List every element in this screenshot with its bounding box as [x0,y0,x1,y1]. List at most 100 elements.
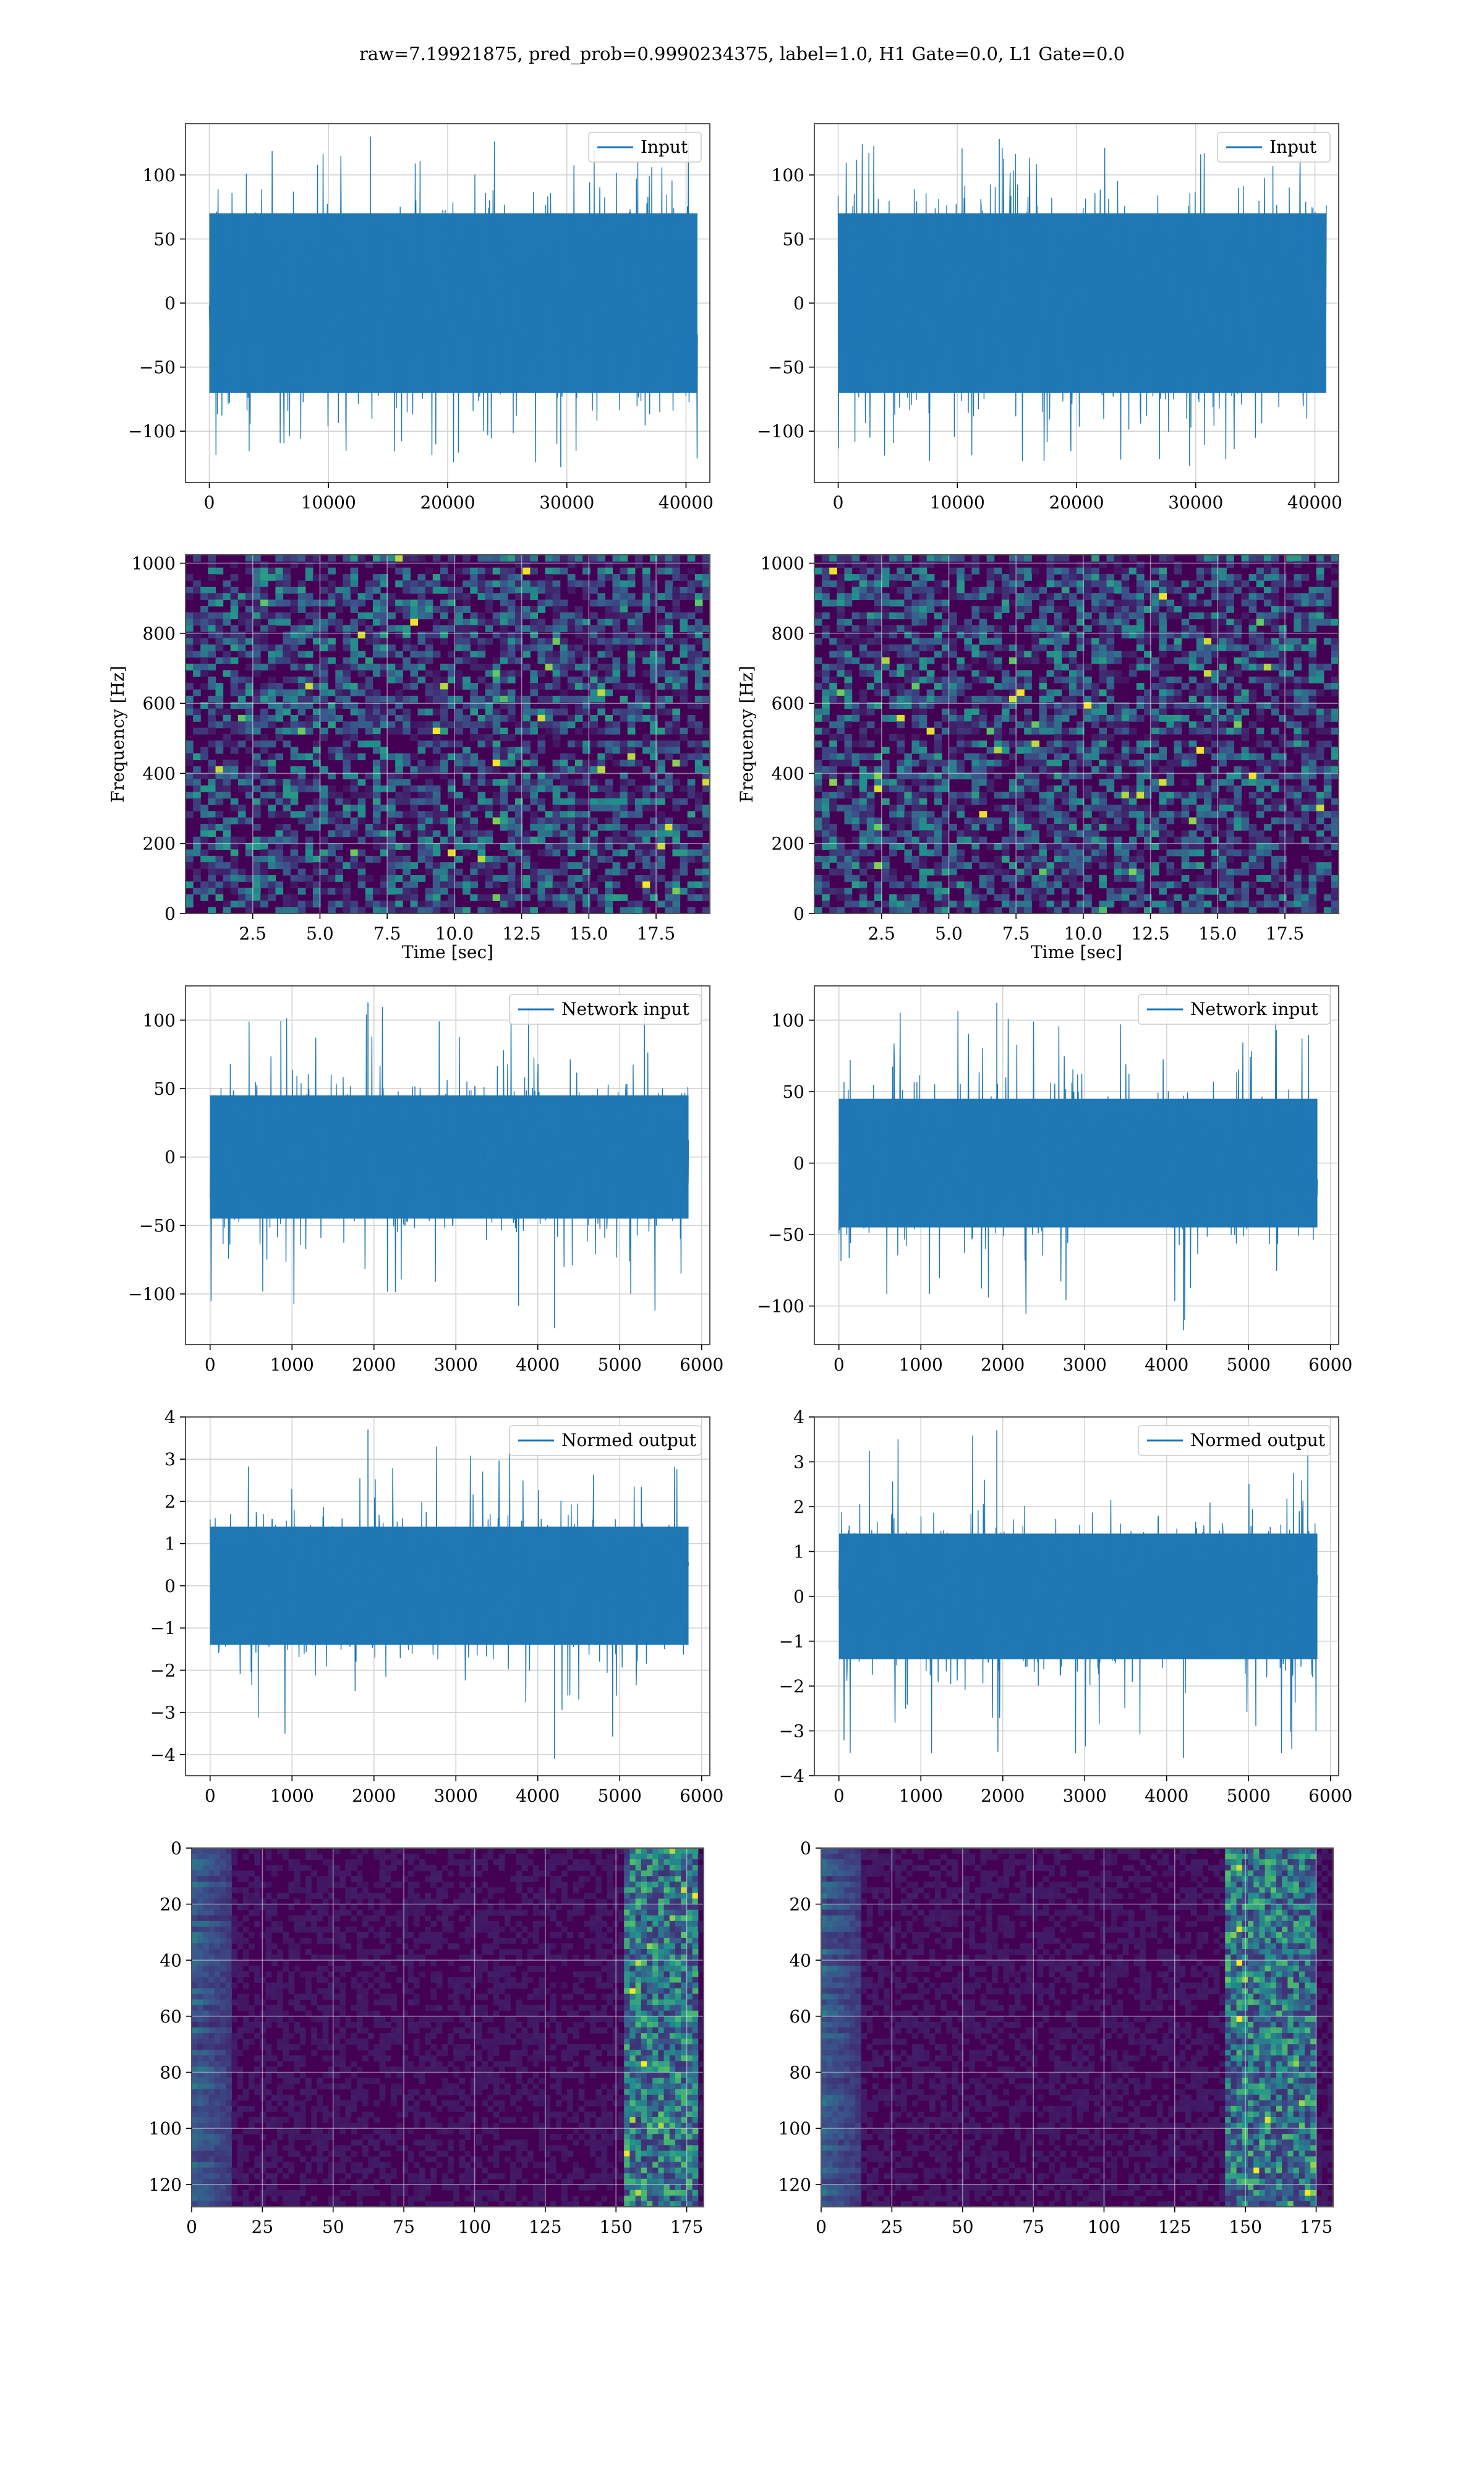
x-tick-label: 5.0 [935,923,963,944]
y-tick-label: −4 [779,1766,804,1786]
x-tick-label: 6000 [1308,1786,1352,1806]
legend: Input [588,132,702,163]
y-tick-label: −100 [128,421,176,442]
y-tick-label: 200 [772,834,804,854]
y-tick-label: 20 [789,1894,811,1915]
x-tick-label: 17.5 [637,923,675,944]
panel-h1_input: 0 10000 20000 30000 40000 100 50 0 −50 −100 Input [128,123,714,513]
series-extremes [996,1003,1184,1330]
y-tick-label: 0 [164,1576,176,1596]
series-extremes [996,1430,1184,1758]
y-tick-label: −2 [779,1676,804,1697]
y-tick-label: 400 [143,763,176,784]
y-tick-label: 400 [772,763,804,784]
y-tick-label: −1 [779,1632,804,1652]
x-tick-label: 0 [833,492,844,513]
x-tick-label: 6000 [1308,1355,1352,1375]
x-tick-label: 1000 [270,1786,314,1806]
y-tick-label: 40 [160,1950,182,1971]
y-tick-label: 0 [793,1586,804,1607]
x-tick-label: 25 [252,2217,274,2237]
y-tick-label: −50 [139,357,176,378]
y-tick-label: 1000 [132,554,176,574]
x-tick-label: 2000 [981,1786,1025,1806]
x-tick-label: 3000 [1063,1786,1107,1806]
x-tick-label: 150 [1229,2217,1261,2237]
x-tick-label: 5000 [598,1355,642,1375]
series-extremes [367,1429,555,1759]
x-tick-label: 1000 [270,1355,314,1375]
heatmap-cells [814,555,1339,914]
y-tick-label: 600 [772,693,804,714]
x-tick-label: 1000 [899,1355,943,1375]
y-tick-label: −50 [768,1225,804,1245]
y-tick-label: 0 [793,293,804,314]
axes-frame [185,554,710,914]
y-axis-label: Frequency [Hz] [108,666,128,802]
series-line [838,1435,1318,1753]
y-tick-label: −3 [150,1703,176,1723]
legend: Network input [509,994,702,1025]
y-tick-label: 50 [782,1082,804,1102]
x-tick-label: 12.5 [1131,923,1169,944]
x-tick-label: 0 [186,2217,197,2237]
y-tick-label: 2 [793,1497,804,1517]
x-tick-label: 2000 [352,1355,396,1375]
x-tick-label: 2.5 [868,923,895,944]
x-axis-label: Time [sec] [402,942,493,962]
legend-label: Normed output [1190,1430,1326,1450]
legend-label: Network input [1190,999,1318,1019]
y-tick-label: 0 [164,904,176,924]
series-line [210,1436,689,1737]
x-tick-label: 1000 [899,1786,943,1806]
series-line [208,141,698,463]
y-tick-label: 800 [772,623,804,644]
y-tick-label: 0 [800,1838,811,1859]
x-tick-label: 100 [1088,2217,1120,2237]
y-tick-label: −50 [768,357,804,378]
y-axis-label: Frequency [Hz] [736,666,757,802]
y-tick-label: −4 [150,1745,176,1765]
x-tick-label: 15.0 [569,923,608,944]
y-tick-label: 1 [164,1534,176,1554]
y-tick-label: −100 [757,1296,804,1317]
x-tick-label: 40000 [1287,492,1342,513]
y-tick-label: 80 [160,2063,182,2083]
legend-label: Network input [561,999,689,1019]
panel-l1_network_input: 0 1000 2000 3000 4000 5000 6000 100 50 0 −50 −100 Ne… [757,985,1352,1375]
x-tick-label: 175 [1300,2217,1333,2237]
panel-l1_input: 0 10000 20000 30000 40000 100 50 0 −50 −100 Input [757,123,1342,513]
y-tick-label: 0 [164,1147,176,1168]
legend: Normed output [1138,1425,1331,1456]
x-tick-label: 17.5 [1266,923,1304,944]
y-tick-label: 100 [772,1010,804,1030]
x-tick-label: 10.0 [435,923,474,944]
y-tick-label: −100 [128,1284,176,1304]
x-tick-label: 4000 [516,1786,560,1806]
axes-frame [185,985,710,1345]
y-tick-label: −1 [150,1618,176,1638]
heatmap-cells [186,555,710,914]
y-tick-label: 1000 [761,554,804,574]
series-extremes [367,1002,555,1329]
y-tick-label: 60 [789,2006,811,2027]
y-tick-label: −100 [757,421,804,442]
x-tick-label: 3000 [434,1355,478,1375]
y-tick-label: 50 [153,229,176,249]
x-tick-label: 5.0 [306,923,334,944]
x-tick-label: 5000 [1227,1786,1271,1806]
x-tick-label: 15.0 [1198,923,1237,944]
axes-frame [814,985,1339,1345]
x-tick-label: 6000 [680,1786,723,1806]
axes-frame [191,1847,704,2207]
y-tick-label: 4 [793,1407,804,1427]
y-tick-label: 20 [160,1894,182,1915]
x-tick-label: 20000 [1049,492,1104,513]
x-tick-label: 3000 [434,1786,478,1806]
x-tick-label: 50 [952,2217,974,2237]
figure-title: raw=7.19921875, pred_prob=0.9990234375, … [359,43,1125,64]
y-tick-label: 40 [789,1950,811,1971]
panel-h1_network_input: 0 1000 2000 3000 4000 5000 6000 100 50 0 −50 −100 Ne… [128,985,723,1375]
y-tick-label: 120 [149,2175,182,2195]
